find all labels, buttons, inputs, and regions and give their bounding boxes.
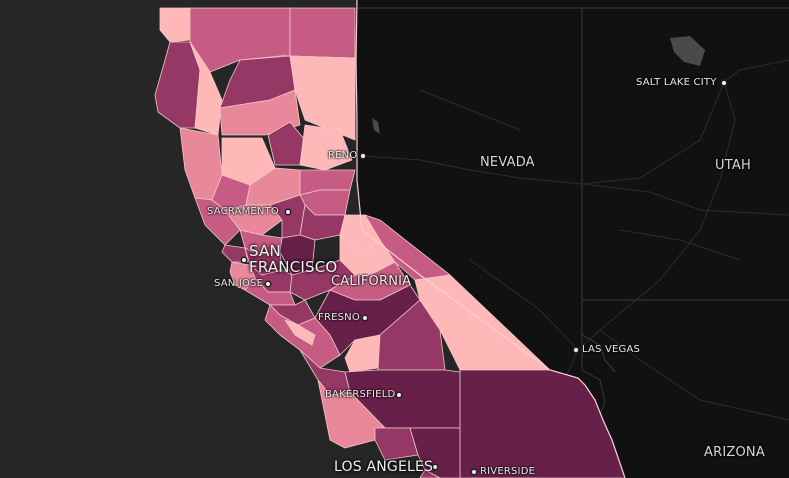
fresno-label: FRESNO <box>318 312 360 323</box>
las-vegas-dot <box>574 348 578 352</box>
county-sierra-nevada[interactable] <box>299 124 353 171</box>
san-jose-label: SAN JOSE <box>214 278 264 289</box>
salt-lake-city-label: SALT LAKE CITY <box>636 77 717 88</box>
county-los-angeles[interactable] <box>409 427 461 478</box>
state-borders <box>357 7 789 478</box>
sacramento-label: SACRAMENTO <box>207 206 279 217</box>
california-border <box>355 0 626 478</box>
las-vegas-label: LAS VEGAS <box>582 344 641 355</box>
california-label: CALIFORNIA <box>331 274 412 289</box>
san-francisco-label-line1: SAN <box>249 242 281 260</box>
reno-dot <box>361 154 365 158</box>
bakersfield-dot <box>397 393 401 397</box>
land-mass <box>356 0 789 478</box>
riverside-label: RIVERSIDE <box>480 466 536 477</box>
county-marin[interactable] <box>221 244 249 263</box>
reno-label: RENO <box>328 150 358 161</box>
county-tehama[interactable] <box>219 89 301 136</box>
bakersfield-label: BAKERSFIELD <box>325 389 396 400</box>
riverside-dot <box>472 470 476 474</box>
roads <box>361 59 789 471</box>
san-francisco-label-line2: FRANCISCO <box>249 258 338 276</box>
san-francisco-dot <box>242 258 246 262</box>
county-layer <box>154 7 626 478</box>
county-ventura[interactable] <box>374 427 419 461</box>
lakes <box>372 36 705 134</box>
fresno-dot <box>363 316 367 320</box>
sacramento-dot <box>286 210 290 214</box>
county-tulare[interactable] <box>377 299 446 371</box>
san-jose-dot <box>266 282 270 286</box>
county-del-norte[interactable] <box>159 7 191 43</box>
salt-lake-city-dot <box>722 81 726 85</box>
county-orange[interactable] <box>419 469 441 478</box>
county-kings[interactable] <box>344 334 381 373</box>
arizona-label: ARIZONA <box>704 445 765 460</box>
nevada-label: NEVADA <box>480 155 535 170</box>
county-san-benito[interactable] <box>284 319 316 346</box>
los-angeles-label: LOS ANGELES <box>334 459 434 475</box>
los-angeles-dot <box>433 465 437 469</box>
county-modoc[interactable] <box>289 7 356 59</box>
utah-label: UTAH <box>715 158 751 173</box>
